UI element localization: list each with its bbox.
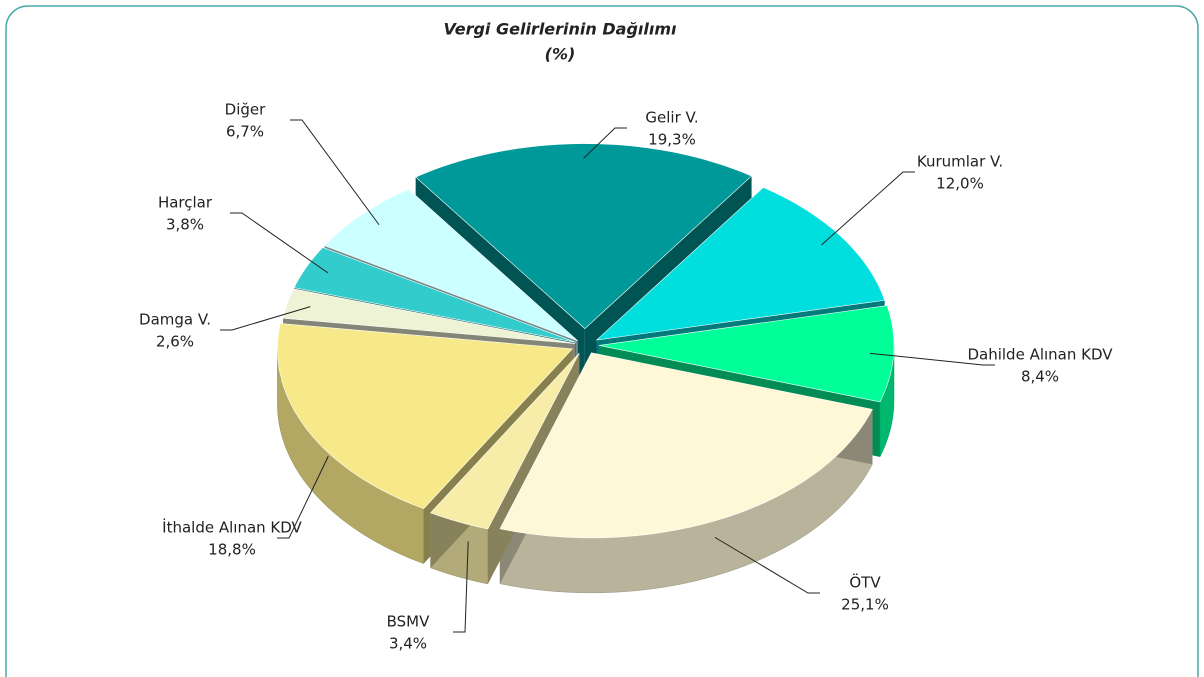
- leader-line: [583, 127, 627, 159]
- leader-line: [230, 212, 329, 274]
- slice: [277, 323, 574, 509]
- leader-line: [870, 352, 995, 366]
- slice: [430, 352, 580, 530]
- slice-value-label: 12,0%: [936, 175, 984, 193]
- slice: [293, 247, 576, 343]
- slice-value-label: 8,4%: [1021, 368, 1059, 386]
- slice-label: Kurumlar V.: [917, 153, 1003, 171]
- slice-label: Diğer: [225, 101, 266, 119]
- leader-line: [290, 119, 380, 226]
- slice-value-label: 25,1%: [841, 596, 889, 614]
- leader-line: [277, 456, 329, 539]
- slice-label: BSMV: [387, 613, 430, 631]
- slice-value-label: 2,6%: [156, 333, 194, 351]
- labels: Gelir V. 19,3% Kurumlar V. 12,0% Dahilde Alı…: [139, 101, 1113, 653]
- leader-line: [821, 171, 915, 246]
- slice-value-label: 6,7%: [226, 123, 264, 141]
- pie-tops: [277, 143, 895, 539]
- slice-value-label: 3,8%: [166, 216, 204, 234]
- slice-label: Dahilde Alınan KDV: [967, 346, 1113, 364]
- slice-value-label: 19,3%: [648, 131, 696, 149]
- slice-label: Harçlar: [158, 194, 213, 212]
- chart-subtitle: (%): [545, 45, 576, 64]
- slice-label: İthalde Alınan KDV: [162, 518, 302, 537]
- leader-line: [453, 541, 469, 633]
- slice: [499, 352, 873, 539]
- slice-label: Gelir V.: [645, 109, 698, 127]
- slice: [595, 187, 886, 341]
- slice-label: ÖTV: [849, 573, 881, 592]
- leader-line: [220, 306, 311, 331]
- leader-line: [714, 536, 820, 594]
- slice: [282, 288, 576, 344]
- chart-title: Vergi Gelirlerinin Dağılımı: [444, 20, 678, 39]
- slice-value-label: 18,8%: [208, 541, 256, 559]
- slice-label: Damga V.: [139, 311, 211, 329]
- slice: [598, 305, 895, 403]
- slice: [324, 188, 578, 341]
- slice-value-label: 3,4%: [389, 635, 427, 653]
- slice: [415, 143, 753, 330]
